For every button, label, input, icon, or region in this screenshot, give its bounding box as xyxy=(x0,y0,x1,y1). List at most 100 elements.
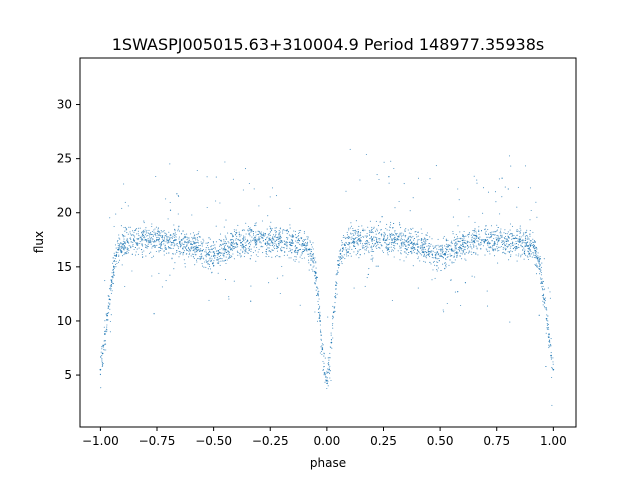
scatter-point xyxy=(307,244,309,246)
scatter-point xyxy=(297,242,299,244)
scatter-point xyxy=(344,238,347,240)
scatter-point xyxy=(356,232,358,234)
scatter-point xyxy=(423,250,425,253)
scatter-point xyxy=(123,248,125,250)
scatter-point xyxy=(482,245,484,247)
scatter-point xyxy=(250,231,252,233)
scatter-point xyxy=(164,244,166,246)
y-tick-label: 10 xyxy=(57,314,72,328)
scatter-point xyxy=(366,245,368,247)
scatter-point xyxy=(511,235,513,237)
scatter-point xyxy=(418,251,420,253)
scatter-point xyxy=(302,248,304,251)
scatter-point xyxy=(533,247,535,249)
scatter-point xyxy=(239,239,241,241)
scatter-point xyxy=(529,235,531,237)
data-point xyxy=(427,250,430,253)
scatter-point xyxy=(402,245,404,247)
scatter-point xyxy=(464,239,466,241)
scatter-point xyxy=(224,241,226,243)
scatter-point xyxy=(530,250,532,253)
scatter-point xyxy=(173,245,175,247)
scatter-point xyxy=(421,238,423,240)
scatter-point xyxy=(164,232,166,234)
scatter-point xyxy=(493,241,495,243)
scatter-point xyxy=(431,254,434,257)
scatter-point xyxy=(214,257,216,259)
scatter-point xyxy=(456,244,458,246)
scatter-point xyxy=(388,249,390,251)
scatter-point xyxy=(347,235,349,237)
scatter-point xyxy=(466,243,468,245)
scatter-point xyxy=(232,242,234,244)
scatter-point xyxy=(442,248,444,250)
scatter-point xyxy=(373,244,375,246)
data-point xyxy=(312,257,315,259)
scatter-point xyxy=(398,239,400,241)
scatter-point xyxy=(539,273,541,275)
data-point xyxy=(246,240,249,242)
scatter-point xyxy=(225,256,227,258)
scatter-point xyxy=(165,247,167,249)
scatter-point xyxy=(151,225,153,228)
scatter-point xyxy=(194,237,196,239)
scatter-point xyxy=(187,241,189,243)
scatter-point xyxy=(187,237,189,239)
scatter-point xyxy=(205,256,207,258)
scatter-point xyxy=(132,245,134,247)
scatter-point xyxy=(212,262,214,264)
scatter-point xyxy=(216,262,218,264)
scatter-point xyxy=(337,271,339,273)
axes-frame xyxy=(79,57,577,428)
scatter-point xyxy=(321,353,323,356)
scatter-point xyxy=(215,255,217,257)
scatter-point xyxy=(244,245,247,247)
scatter-point xyxy=(141,249,143,251)
scatter-point xyxy=(334,292,337,294)
scatter-point xyxy=(198,244,200,247)
scatter-point xyxy=(381,233,383,235)
scatter-point xyxy=(243,240,245,242)
scatter-point xyxy=(502,247,504,249)
scatter-point xyxy=(102,346,104,348)
scatter-point xyxy=(162,239,165,241)
scatter-point xyxy=(252,251,254,254)
scatter-point xyxy=(237,246,239,248)
scatter-point xyxy=(211,249,213,251)
scatter-point xyxy=(474,234,476,237)
scatter-point xyxy=(175,243,177,245)
scatter-point xyxy=(426,251,428,253)
scatter-point xyxy=(471,241,473,243)
scatter-point xyxy=(499,232,501,234)
scatter-point xyxy=(256,242,258,244)
scatter-point xyxy=(429,236,431,238)
scatter-point xyxy=(417,235,419,237)
scatter-point xyxy=(247,243,250,245)
scatter-point xyxy=(175,236,177,238)
scatter-point xyxy=(548,345,550,347)
scatter-point xyxy=(187,249,189,251)
scatter-point xyxy=(486,239,488,241)
scatter-point xyxy=(540,277,542,279)
scatter-point xyxy=(255,260,257,262)
x-axis: −1.00 −0.75 −0.50 −0.25 0.00 0.25 0.50 0.75 1.00 xyxy=(82,427,567,448)
scatter-point xyxy=(275,236,277,239)
scatter-point xyxy=(379,239,381,241)
scatter-point xyxy=(294,230,296,232)
scatter-point xyxy=(508,250,510,253)
scatter-point xyxy=(399,247,401,249)
scatter-point xyxy=(215,250,217,252)
scatter-point xyxy=(547,326,549,328)
scatter-point xyxy=(355,231,357,233)
scatter-point xyxy=(243,235,245,237)
scatter-point xyxy=(231,239,233,241)
scatter-point xyxy=(207,261,209,263)
scatter-point xyxy=(208,252,210,254)
scatter-point xyxy=(367,241,369,243)
scatter-point xyxy=(366,243,368,245)
scatter-point xyxy=(499,234,502,236)
scatter-point xyxy=(496,230,498,232)
scatter-point xyxy=(255,243,257,246)
scatter-point xyxy=(546,324,548,326)
scatter-point xyxy=(434,251,436,253)
